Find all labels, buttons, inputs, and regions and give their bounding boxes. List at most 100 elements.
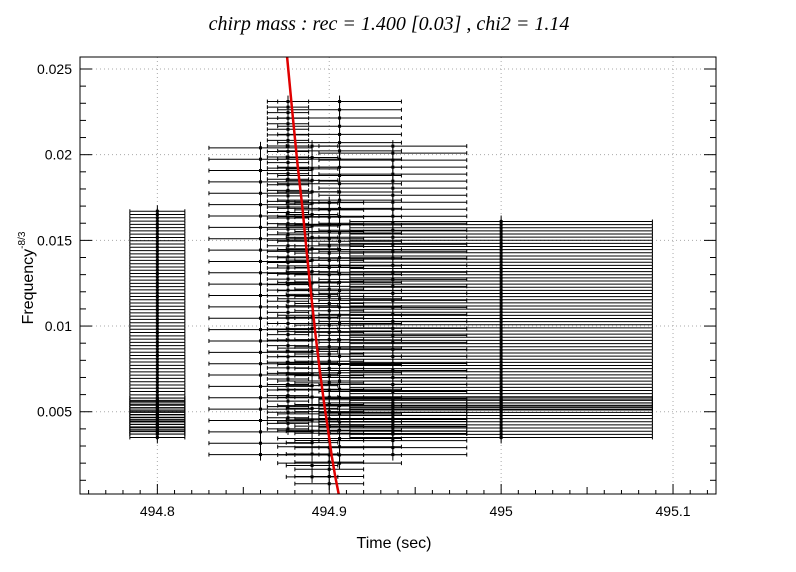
data-point: [327, 237, 331, 241]
data-point: [338, 124, 342, 128]
y-axis-label-exponent: -8/3: [17, 231, 28, 249]
data-point: [310, 224, 314, 228]
data-point: [391, 228, 395, 232]
data-point: [391, 270, 395, 274]
data-point: [327, 475, 331, 479]
error-bar: [318, 140, 468, 153]
data-point: [310, 418, 314, 422]
data-point: [258, 294, 262, 298]
data-point: [338, 330, 342, 334]
data-point: [258, 248, 262, 252]
data-point: [338, 436, 342, 440]
data-point: [338, 363, 342, 367]
error-bar: [285, 151, 339, 164]
data-point: [338, 157, 342, 161]
data-point: [391, 312, 395, 316]
data-point: [338, 239, 342, 243]
data-point: [338, 461, 342, 465]
data-point: [258, 316, 262, 320]
data-point: [338, 321, 342, 325]
data-point: [338, 338, 342, 342]
data-point: [391, 144, 395, 148]
data-point: [391, 249, 395, 253]
data-point: [258, 407, 262, 411]
y-tick-label: 0.005: [37, 404, 72, 420]
data-point: [327, 266, 331, 270]
data-point: [327, 366, 331, 370]
data-point: [258, 305, 262, 309]
data-point: [327, 323, 331, 327]
data-point: [338, 190, 342, 194]
y-tick-label: 0.025: [37, 61, 72, 77]
data-point: [327, 410, 331, 414]
data-point: [338, 445, 342, 449]
data-point: [391, 221, 395, 225]
data-point: [310, 178, 314, 182]
data-point: [310, 144, 314, 148]
data-point: [338, 371, 342, 375]
data-point: [327, 482, 331, 486]
data-point: [155, 396, 159, 400]
data-point: [391, 298, 395, 302]
y-tick-label: 0.02: [45, 147, 72, 163]
data-point: [338, 256, 342, 260]
data-point: [258, 203, 262, 207]
data-point: [338, 289, 342, 293]
data-point: [327, 345, 331, 349]
data-point: [391, 439, 395, 443]
data-point: [338, 132, 342, 136]
error-bar: [318, 161, 468, 174]
data-point: [258, 419, 262, 423]
error-bar: [318, 434, 468, 447]
data-point: [310, 327, 314, 331]
data-point: [258, 146, 262, 150]
data-point: [310, 441, 314, 445]
data-point: [310, 235, 314, 239]
data-point: [391, 284, 395, 288]
data-point: [391, 305, 395, 309]
data-point: [310, 281, 314, 285]
data-point: [327, 222, 331, 226]
data-point: [391, 158, 395, 162]
data-point: [310, 167, 314, 171]
data-point: [327, 402, 331, 406]
data-point: [258, 259, 262, 263]
data-point: [391, 193, 395, 197]
data-point: [338, 297, 342, 301]
data-point: [327, 287, 331, 291]
fit-curve-layer: [285, 56, 340, 495]
data-point: [327, 244, 331, 248]
data-point: [327, 309, 331, 313]
data-point: [338, 149, 342, 153]
data-point: [338, 387, 342, 391]
data-point: [258, 225, 262, 229]
data-point: [310, 349, 314, 353]
data-point: [310, 372, 314, 376]
data-point: [391, 200, 395, 204]
data-point: [338, 346, 342, 350]
data-point: [391, 333, 395, 337]
data-point: [338, 206, 342, 210]
data-point: [258, 362, 262, 366]
data-point: [338, 141, 342, 145]
data-point: [391, 172, 395, 176]
data-point: [327, 374, 331, 378]
data-point: [327, 388, 331, 392]
data-point: [327, 460, 331, 464]
error-bar: [129, 392, 186, 405]
data-point: [338, 108, 342, 112]
data-point: [327, 359, 331, 363]
data-point: [338, 231, 342, 235]
data-point: [391, 165, 395, 169]
data-point: [391, 256, 395, 260]
data-point: [391, 179, 395, 183]
y-tick-label: 0.015: [37, 232, 72, 248]
data-point: [338, 264, 342, 268]
data-point: [258, 191, 262, 195]
data-point: [327, 258, 331, 262]
x-axis-label: Time (sec): [357, 535, 432, 552]
data-point: [391, 242, 395, 246]
error-bar: [277, 457, 402, 470]
data-point: [327, 316, 331, 320]
data-point: [310, 429, 314, 433]
